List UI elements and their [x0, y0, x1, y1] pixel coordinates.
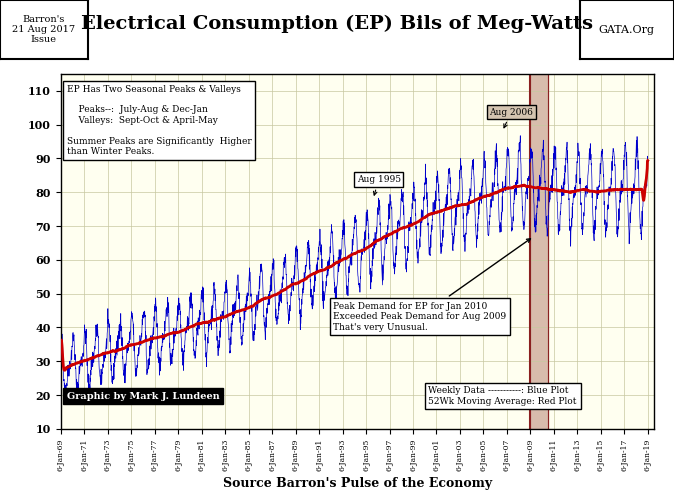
Text: Peak Demand for EP for Jan 2010
Exceeded Peak Demand for Aug 2009
That's very Un: Peak Demand for EP for Jan 2010 Exceeded… — [334, 239, 530, 331]
Text: Aug 1995: Aug 1995 — [357, 175, 401, 195]
Text: GATA.Org: GATA.Org — [599, 25, 655, 35]
Bar — [530, 74, 548, 429]
X-axis label: Source Barron's Pulse of the Economy: Source Barron's Pulse of the Economy — [222, 477, 492, 490]
Text: Barron's
21 Aug 2017
Issue: Barron's 21 Aug 2017 Issue — [12, 15, 75, 44]
Text: Weekly Data -----------: Blue Plot
52Wk Moving Average: Red Plot: Weekly Data -----------: Blue Plot 52Wk … — [429, 387, 577, 406]
Text: Electrical Consumption (EP) Bils of Meg-Watts: Electrical Consumption (EP) Bils of Meg-… — [81, 15, 593, 33]
Text: EP Has Two Seasonal Peaks & Valleys

    Peaks--:  July-Aug & Dec-Jan
    Valley: EP Has Two Seasonal Peaks & Valleys Peak… — [67, 85, 251, 156]
Text: Aug 2006: Aug 2006 — [489, 107, 533, 128]
Text: Graphic by Mark J. Lundeen: Graphic by Mark J. Lundeen — [67, 391, 219, 400]
